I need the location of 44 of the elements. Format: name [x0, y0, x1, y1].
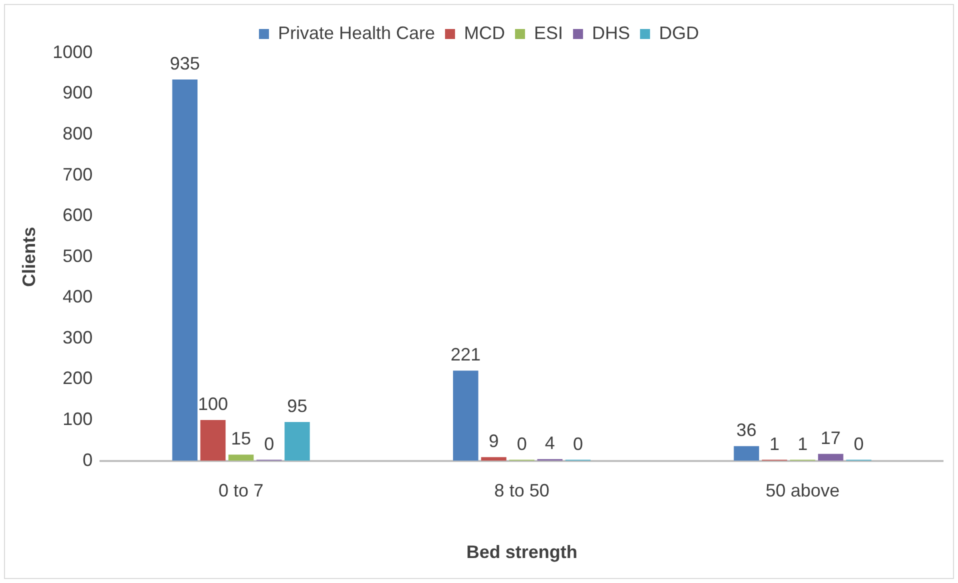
y-tick-label: 300	[62, 327, 93, 348]
y-tick-label: 400	[62, 286, 93, 307]
bar	[818, 454, 844, 461]
data-label: 1	[798, 434, 808, 454]
data-label: 15	[231, 428, 252, 449]
y-tick-label: 600	[62, 205, 93, 226]
y-tick-label: 1000	[52, 42, 93, 62]
data-label: 221	[450, 344, 481, 365]
bar	[481, 457, 506, 461]
data-label: 36	[736, 420, 756, 440]
data-label: 4	[544, 433, 555, 454]
data-label: 17	[820, 428, 841, 448]
bar	[453, 370, 478, 461]
bar	[172, 80, 198, 461]
legend-label: ESI	[534, 22, 564, 43]
bar	[734, 446, 760, 461]
y-tick-label: 700	[62, 164, 93, 184]
legend-label: Private Health Care	[278, 22, 436, 43]
y-tick-label: 100	[62, 408, 93, 429]
data-label: 0	[854, 434, 864, 454]
data-label: 1	[770, 434, 780, 454]
data-label: 0	[264, 434, 274, 454]
data-label: 0	[516, 434, 527, 454]
legend-label: MCD	[464, 22, 506, 43]
y-tick-label: 900	[62, 82, 93, 103]
bar	[284, 422, 310, 461]
y-tick-label: 0	[82, 450, 93, 470]
data-label: 100	[198, 394, 228, 414]
bar	[228, 454, 254, 461]
x-tick-label: 0 to 7	[218, 480, 264, 501]
data-label: 9	[488, 431, 499, 452]
x-tick-label: 8 to 50	[494, 480, 550, 501]
data-label: 935	[170, 53, 200, 74]
legend-label: DHS	[592, 22, 630, 43]
legend-label: DGD	[659, 22, 700, 43]
y-tick-label: 200	[62, 368, 93, 388]
data-label: 95	[287, 396, 308, 416]
x-axis-title: Bed strength	[466, 542, 578, 562]
x-tick-label: 50 above	[766, 480, 840, 501]
data-label: 0	[572, 434, 583, 454]
bar	[200, 420, 226, 461]
y-axis-title: Clients	[18, 226, 39, 287]
y-tick-label: 800	[62, 124, 93, 144]
y-tick-label: 500	[62, 246, 93, 266]
